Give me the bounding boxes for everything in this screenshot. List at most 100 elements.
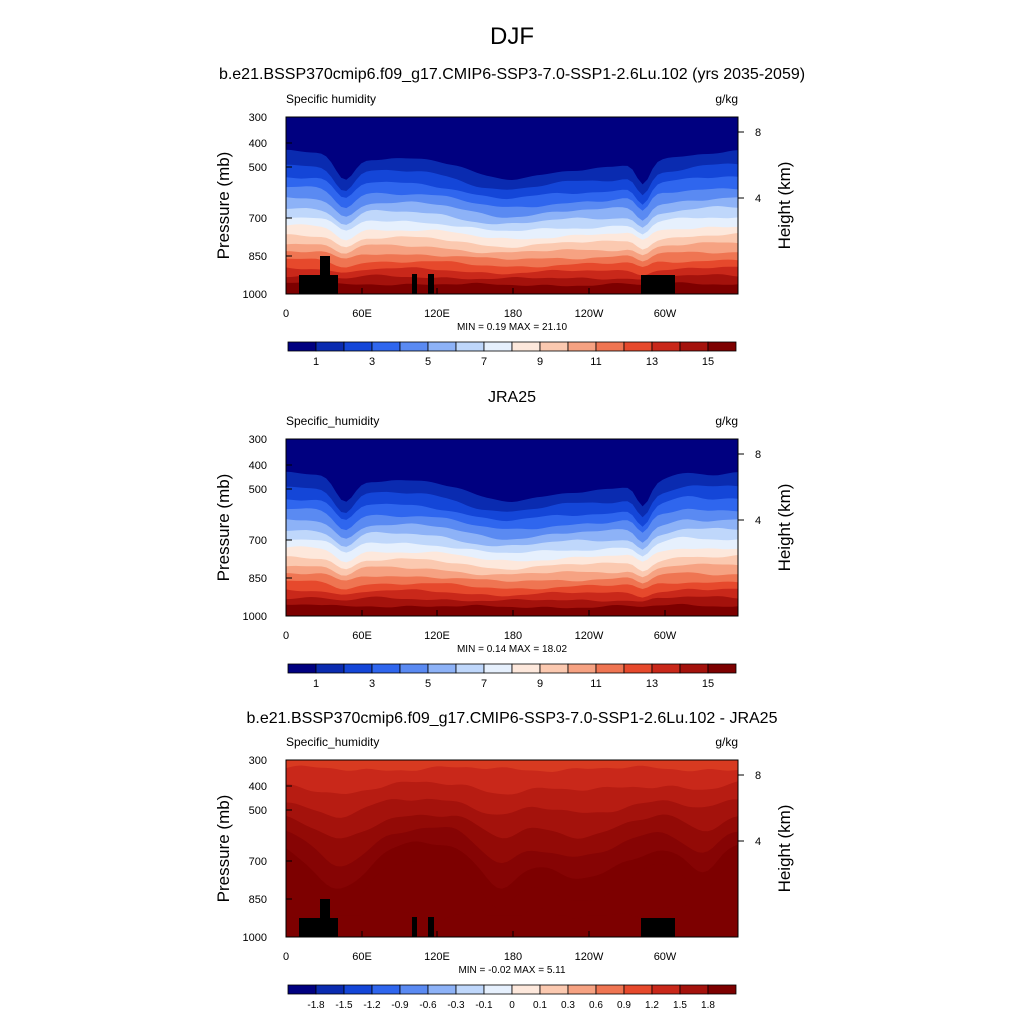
y-tick-label: 300 <box>249 755 267 767</box>
y2-tick-label: 8 <box>755 127 761 139</box>
panel-title-obs: JRA25 <box>488 389 536 406</box>
colorbar-box <box>483 663 513 674</box>
colorbar-label: -1.2 <box>363 1000 381 1011</box>
y2-tick-label: 4 <box>755 836 761 848</box>
colorbar-box <box>455 663 485 674</box>
topography-mask <box>299 275 338 294</box>
colorbar-box <box>287 663 317 674</box>
colorbar-box <box>343 663 373 674</box>
y-axis-label: Pressure (mb) <box>214 152 233 260</box>
variable-label: Specific_humidity <box>286 414 379 428</box>
colorbar-box <box>455 984 485 995</box>
y-tick-label: 700 <box>249 213 267 225</box>
colorbar-box <box>539 341 569 352</box>
colorbar-label: 7 <box>481 678 487 690</box>
colorbar-box <box>707 984 737 995</box>
y2-axis-label: Height (km) <box>775 162 794 250</box>
colorbar-box <box>679 984 709 995</box>
variable-label: Specific_humidity <box>286 735 379 749</box>
colorbar-box <box>287 341 317 352</box>
x-tick-label: 180 <box>504 951 522 963</box>
y2-axis-label: Height (km) <box>775 484 794 572</box>
colorbar-box <box>707 663 737 674</box>
y2-tick-label: 4 <box>755 515 761 527</box>
colorbar-label: 9 <box>537 356 543 368</box>
x-tick-label: 120W <box>575 951 604 963</box>
colorbar-box <box>315 984 345 995</box>
colorbar-box <box>371 663 401 674</box>
y-tick-label: 500 <box>249 162 267 174</box>
colorbar-box <box>483 984 513 995</box>
colorbar-box <box>707 341 737 352</box>
x-tick-label: 120E <box>424 951 450 963</box>
topography-mask <box>320 256 330 275</box>
y-tick-label: 400 <box>249 781 267 793</box>
units-label: g/kg <box>715 92 738 106</box>
units-label: g/kg <box>715 735 738 749</box>
y-tick-label: 400 <box>249 460 267 472</box>
colorbar-box <box>287 984 317 995</box>
colorbar-label: 15 <box>702 678 714 690</box>
colorbar-label: -0.9 <box>391 1000 409 1011</box>
colorbar-label: 3 <box>369 678 375 690</box>
colorbar-label: -0.6 <box>419 1000 437 1011</box>
colorbar-label: 0.1 <box>533 1000 547 1011</box>
variable-label: Specific humidity <box>286 92 376 106</box>
x-tick-label: 120E <box>424 630 450 642</box>
topography-mask <box>641 918 675 937</box>
y-tick-label: 850 <box>249 573 267 585</box>
colorbar-label: -1.5 <box>335 1000 353 1011</box>
panel-title-diff: b.e21.BSSP370cmip6.f09_g17.CMIP6-SSP3-7.… <box>247 710 778 727</box>
y-tick-label: 700 <box>249 856 267 868</box>
colorbar-label: 1.5 <box>673 1000 687 1011</box>
colorbar-box <box>595 663 625 674</box>
colorbar-box <box>679 341 709 352</box>
x-tick-label: 60W <box>654 951 677 963</box>
x-tick-label: 120E <box>424 308 450 320</box>
field-band <box>286 439 738 507</box>
y-tick-label: 850 <box>249 894 267 906</box>
y-tick-label: 300 <box>249 112 267 124</box>
topography-mask <box>320 899 330 918</box>
panel-title-model: b.e21.BSSP370cmip6.f09_g17.CMIP6-SSP3-7.… <box>219 66 805 83</box>
colorbar-label: -1.8 <box>307 1000 325 1011</box>
minmax-label: MIN = 0.14 MAX = 18.02 <box>457 644 567 655</box>
colorbar-box <box>399 984 429 995</box>
colorbar-label: 1 <box>313 356 319 368</box>
colorbar-label: 0 <box>509 1000 515 1011</box>
x-tick-label: 180 <box>504 630 522 642</box>
colorbar-label: 13 <box>646 356 658 368</box>
y2-tick-label: 8 <box>755 770 761 782</box>
x-tick-label: 60W <box>654 630 677 642</box>
plot-frame <box>285 116 739 295</box>
colorbar-box <box>567 984 597 995</box>
x-tick-label: 60W <box>654 308 677 320</box>
y-axis-label: Pressure (mb) <box>214 795 233 903</box>
colorbar-label: 9 <box>537 678 543 690</box>
colorbar-box <box>623 984 653 995</box>
colorbar-box <box>679 663 709 674</box>
colorbar-box <box>511 663 541 674</box>
x-tick-label: 60E <box>352 308 372 320</box>
colorbar-box <box>539 984 569 995</box>
colorbar-box <box>399 341 429 352</box>
colorbar-box <box>343 341 373 352</box>
y-tick-label: 500 <box>249 484 267 496</box>
colorbar-box <box>399 663 429 674</box>
topography-mask <box>412 917 417 937</box>
colorbar-label: 1.2 <box>645 1000 659 1011</box>
field-band <box>286 117 738 185</box>
colorbar-label: 1.8 <box>701 1000 715 1011</box>
colorbar-box <box>651 663 681 674</box>
colorbar-box <box>567 663 597 674</box>
topography-mask <box>412 274 417 294</box>
colorbar-box <box>595 984 625 995</box>
colorbar-box <box>651 984 681 995</box>
panel-1: Specific humidity g/kg 0 60E 120E 180 120W 60W 3… <box>214 92 794 368</box>
topography-mask <box>299 918 338 937</box>
colorbar-label: -0.1 <box>475 1000 493 1011</box>
colorbar-box <box>651 341 681 352</box>
panel-2: Specific_humidity g/kg 0 60E 120E 180 120W 60W 3… <box>214 414 794 690</box>
y2-tick-label: 4 <box>755 193 761 205</box>
